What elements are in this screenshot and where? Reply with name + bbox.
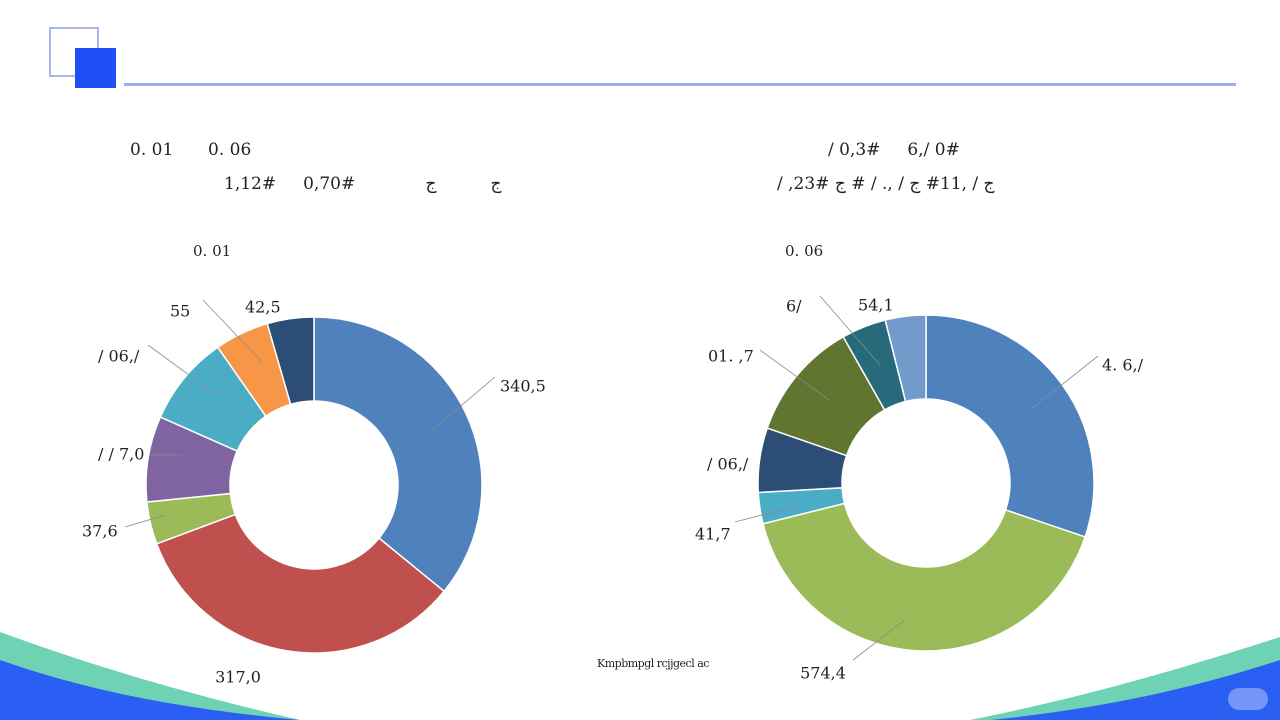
donut-0-label-1: 317,0 <box>215 668 261 687</box>
donut-0-leader-2 <box>124 514 166 528</box>
donut-0-leader-4 <box>147 344 220 398</box>
donut-1-label-3: / 06,/ <box>707 455 749 474</box>
right-chart-title: 0. 06 <box>785 242 824 260</box>
right-text-line2: / ,23# ج / ,11# ج / ,. / # ج <box>777 174 995 194</box>
watermark-badge <box>1228 688 1268 710</box>
donut-0-label-5: 55 <box>170 302 190 321</box>
donut-1-leader-1 <box>852 619 906 661</box>
donut-0-label-3: / / 7,0 <box>98 445 144 464</box>
donut-1-slice-1 <box>762 502 1087 652</box>
left-text-line1-b: 0. 06 <box>208 140 252 160</box>
right-text-line1: / 0,3# 6,/ 0# <box>828 140 960 160</box>
header-rule <box>124 83 1236 86</box>
donut-0-leader-0 <box>429 376 496 433</box>
wave-left-blue <box>0 660 300 720</box>
donut-0-label-2: 37,6 <box>82 522 118 541</box>
donut-0-slice-6 <box>266 316 315 406</box>
donut-0-label-6: 42,5 <box>245 298 281 317</box>
donut-1-leader-0 <box>1029 355 1099 411</box>
donut-1-label-4: 01. ,7 <box>708 347 754 366</box>
donut-1-slice-6 <box>884 314 927 403</box>
donut-0-slice-1 <box>155 513 446 654</box>
donut-1-label-2: 41,7 <box>695 525 731 544</box>
footer-text: Kmpbmpgl rcjjgecl ac <box>597 657 709 670</box>
left-text-line1-a: 0. 01 <box>130 140 174 160</box>
donut-0-leader-5 <box>202 299 263 363</box>
donut-1-slice-0 <box>925 314 1095 538</box>
donut-chart-right: 4. 6,/ 574,4 41,7 / 06,/ 01. ,7 6/54,1 <box>695 296 1144 683</box>
donut-1-label-0: 4. 6,/ <box>1102 356 1144 375</box>
donut-0-label-0: 340,5 <box>500 377 546 396</box>
donut-1-leader-5 <box>819 295 881 366</box>
donut-1-label-6: 54,1 <box>858 296 894 315</box>
donut-1-label-1: 574,4 <box>800 664 846 683</box>
left-text-line2: 1,12# 0,70# ج ج <box>224 174 502 194</box>
donut-1-leader-4 <box>759 349 830 401</box>
left-chart-title: 0. 01 <box>193 242 232 260</box>
donut-chart-left: 340,5 317,0 37,6 / / 7,0 / 06,/ 55 42,5 <box>82 298 546 687</box>
donut-0-label-4: / 06,/ <box>98 347 140 366</box>
donut-0-slice-0 <box>313 316 483 593</box>
donut-1-leader-2 <box>734 504 801 523</box>
logo-square <box>75 48 116 88</box>
donut-1-label-5: 6/ <box>786 297 802 316</box>
wave-right-blue <box>990 660 1280 720</box>
